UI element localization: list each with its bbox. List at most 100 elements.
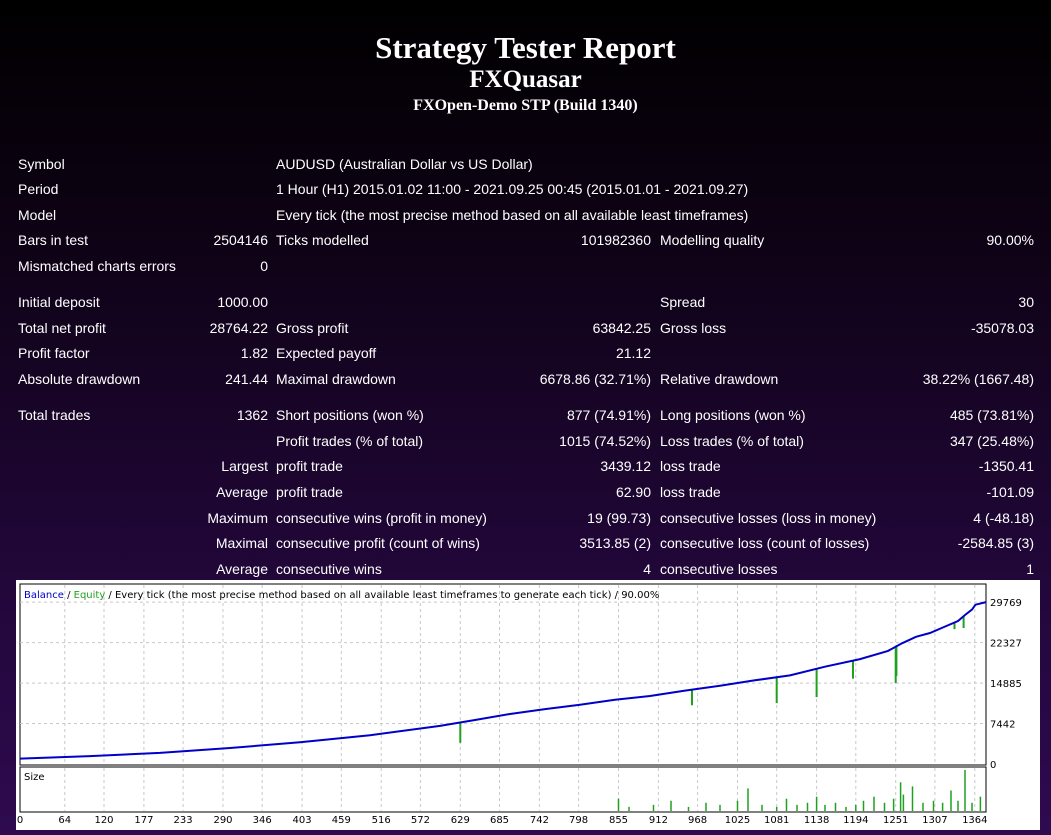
netprofit-value: 28764.22 — [209, 320, 268, 336]
avg-losses-label: consecutive losses — [660, 561, 778, 577]
avg-wins-label: consecutive wins — [276, 561, 382, 577]
payoff-value: 21.12 — [615, 345, 651, 361]
model-label: Model — [18, 207, 57, 223]
period-value: 1 Hour (H1) 2015.01.02 11:00 - 2021.09.2… — [276, 181, 749, 197]
ticks-value: 101982360 — [580, 232, 651, 248]
x-tick-label: 855 — [609, 815, 628, 826]
short-value: 877 (74.91%) — [566, 407, 651, 423]
quality-label: Modelling quality — [660, 232, 765, 248]
report-title: Strategy Tester Report — [375, 30, 676, 65]
y-tick-label: 14885 — [990, 679, 1022, 690]
x-tick-label: 742 — [530, 815, 549, 826]
x-tick-label: 177 — [134, 815, 153, 826]
trades-value: 1362 — [236, 407, 268, 423]
trades-label: Total trades — [18, 407, 91, 423]
x-tick-label: 629 — [451, 815, 470, 826]
x-tick-label: 346 — [253, 815, 272, 826]
ticks-label: Ticks modelled — [276, 232, 369, 248]
payoff-label: Expected payoff — [276, 345, 377, 361]
maxdd-value: 6678.86 (32.71%) — [539, 371, 651, 387]
symbol-label: Symbol — [18, 156, 65, 172]
reldd-value: 38.22% (1667.48) — [922, 371, 1034, 387]
maximum-label: Maximum — [207, 510, 268, 526]
x-axis-labels: 0 64 120 177 233 290 346 403 459 516 572 629 685 742 7… — [17, 815, 988, 826]
grossloss-label: Gross loss — [660, 320, 727, 336]
max-wins-label: consecutive wins (profit in money) — [276, 510, 487, 526]
size-panel-label: Size — [24, 772, 45, 783]
server-build: FXOpen-Demo STP (Build 1340) — [413, 97, 638, 114]
average2-label: Average — [216, 561, 268, 577]
x-tick-label: 64 — [58, 815, 71, 826]
average-loss-label: loss trade — [660, 484, 721, 500]
mismatch-label: Mismatched charts errors — [18, 258, 176, 274]
x-tick-label: 516 — [372, 815, 391, 826]
x-tick-label: 233 — [174, 815, 193, 826]
x-tick-label: 1364 — [962, 815, 987, 826]
ltrades-value: 347 (25.48%) — [949, 433, 1034, 449]
maximal-profit-value: 3513.85 (2) — [579, 535, 651, 551]
avg-losses-value: 1 — [1026, 561, 1034, 577]
x-tick-label: 912 — [649, 815, 668, 826]
x-tick-label: 1138 — [804, 815, 829, 826]
quality-value: 90.00% — [986, 232, 1034, 248]
netprofit-label: Total net profit — [18, 320, 106, 336]
spread-value: 30 — [1018, 294, 1034, 310]
legend-rest: / Every tick (the most precise method ba… — [105, 590, 659, 601]
average-label: Average — [216, 484, 268, 500]
average-profit-value: 62.90 — [615, 484, 651, 500]
absdd-value: 241.44 — [225, 371, 268, 387]
max-losses-value: 4 (-48.18) — [973, 510, 1034, 526]
grossprofit-value: 63842.25 — [592, 320, 651, 336]
ltrades-label: Loss trades (% of total) — [660, 433, 804, 449]
spread-label: Spread — [660, 294, 706, 310]
largest-loss-label: loss trade — [660, 458, 721, 474]
x-tick-label: 120 — [94, 815, 113, 826]
maximal-label: Maximal — [215, 535, 268, 551]
average-loss-value: -101.09 — [986, 484, 1034, 500]
max-losses-label: consecutive losses (loss in money) — [660, 510, 877, 526]
legend-balance: Balance — [24, 590, 64, 601]
x-tick-label: 1081 — [764, 815, 789, 826]
x-tick-label: 459 — [332, 815, 351, 826]
largest-label: Largest — [221, 458, 268, 474]
maximal-loss-label: consecutive loss (count of losses) — [660, 535, 870, 551]
balance-line — [19, 601, 987, 760]
mismatch-value: 0 — [260, 258, 268, 274]
legend-equity: Equity — [74, 590, 106, 601]
reldd-label: Relative drawdown — [660, 371, 779, 387]
main-plot-frame — [19, 583, 987, 766]
x-tick-label: 685 — [490, 815, 509, 826]
bars-label: Bars in test — [18, 232, 89, 248]
y-axis-labels: 0 7442 14885 22327 29769 — [990, 598, 1022, 771]
y-tick-label: 0 — [990, 760, 996, 771]
legend-sep: / — [64, 590, 74, 601]
largest-profit-label: profit trade — [276, 458, 343, 474]
ptrades-label: Profit trades (% of total) — [276, 433, 424, 449]
maximal-loss-value: -2584.85 (3) — [957, 535, 1034, 551]
model-value: Every tick (the most precise method base… — [276, 207, 749, 223]
x-tick-label: 1307 — [922, 815, 947, 826]
expert-name: FXQuasar — [469, 66, 582, 93]
bars-value: 2504146 — [213, 232, 268, 248]
x-tick-label: 290 — [213, 815, 232, 826]
maxdd-label: Maximal drawdown — [276, 371, 396, 387]
balance-equity-chart: 0 7442 14885 22327 29769 0 64 120 177 233 290 346 4… — [16, 580, 1040, 830]
x-tick-label: 1025 — [725, 815, 750, 826]
y-tick-label: 7442 — [990, 720, 1015, 731]
size-plot-frame — [19, 766, 987, 813]
volume-bars — [617, 770, 982, 811]
grossloss-value: -35078.03 — [970, 320, 1034, 336]
period-label: Period — [18, 181, 59, 197]
avg-wins-value: 4 — [643, 561, 651, 577]
deposit-value: 1000.00 — [217, 294, 268, 310]
y-tick-label: 22327 — [990, 639, 1022, 650]
x-tick-label: 968 — [688, 815, 707, 826]
largest-profit-value: 3439.12 — [600, 458, 651, 474]
x-tick-label: 403 — [293, 815, 312, 826]
x-tick-label: 572 — [411, 815, 430, 826]
grossprofit-label: Gross profit — [276, 320, 349, 336]
absdd-label: Absolute drawdown — [18, 371, 141, 387]
chart-legend: Balance / Equity / Every tick (the most … — [24, 590, 659, 601]
short-label: Short positions (won %) — [276, 407, 424, 423]
symbol-value: AUDUSD (Australian Dollar vs US Dollar) — [276, 156, 533, 172]
